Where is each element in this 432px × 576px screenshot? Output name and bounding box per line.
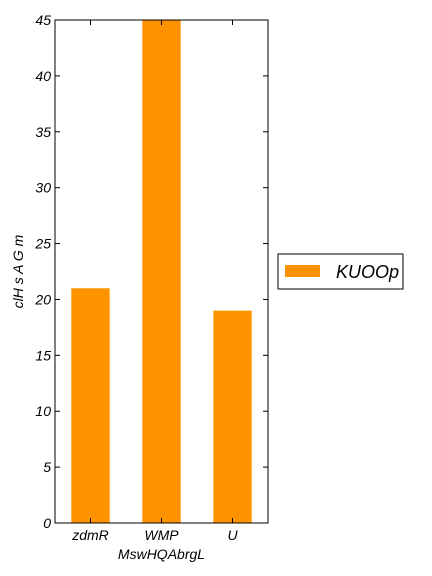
bar-WMP <box>142 20 181 523</box>
y-axis-label: clH s A G m <box>10 234 26 308</box>
x-tick-label: WMP <box>144 527 179 543</box>
y-tick-label: 0 <box>43 515 51 531</box>
x-axis-ticks: zdmR WMP U <box>71 20 238 543</box>
x-axis-label: MswHQAbrgL <box>118 546 205 562</box>
legend: KUOOp <box>277 253 404 290</box>
y-tick-label: 25 <box>34 236 51 252</box>
y-tick-label: 30 <box>35 180 51 196</box>
plot-frame <box>54 19 269 524</box>
y-tick-label: 5 <box>43 459 51 475</box>
legend-swatch <box>285 265 320 277</box>
x-tick-label: U <box>227 527 238 543</box>
x-tick-label: zdmR <box>71 527 109 543</box>
legend-entry: KUOOp <box>336 262 399 282</box>
y-tick-label: 15 <box>35 347 51 363</box>
y-tick-label: 35 <box>35 124 51 140</box>
bars-group <box>71 20 252 523</box>
y-tick-label: 20 <box>34 291 51 307</box>
bar-zdmR <box>71 288 110 523</box>
y-tick-label: 40 <box>35 68 51 84</box>
bar-U <box>213 310 252 523</box>
y-tick-label: 10 <box>35 403 51 419</box>
y-tick-label: 45 <box>35 12 51 28</box>
